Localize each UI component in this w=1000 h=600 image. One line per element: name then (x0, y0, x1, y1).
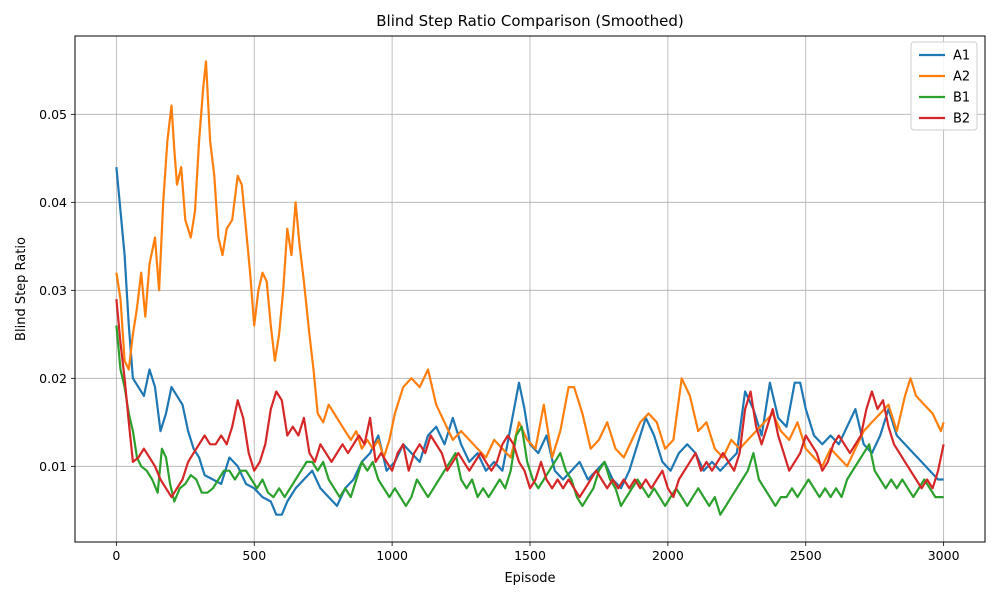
x-axis-title: Episode (504, 571, 555, 586)
legend-label-b2: B2 (953, 112, 970, 127)
x-tick-label: 1500 (514, 548, 546, 563)
y-axis-title: Blind Step Ratio (14, 237, 29, 341)
legend-label-b1: B1 (953, 91, 970, 106)
x-tick-label: 500 (242, 548, 266, 563)
series-line-a1 (115, 166, 944, 516)
legend: A1 A2 B1 B2 (910, 41, 978, 131)
series-line-b1 (115, 325, 944, 516)
y-tick-label: 0.04 (39, 195, 67, 210)
chart-title: Blind Step Ratio Comparison (Smoothed) (376, 12, 684, 30)
x-axis-ticks: 0 500 1000 1500 2000 2500 3000 (112, 542, 960, 563)
x-tick-label: 2000 (652, 548, 684, 563)
series-line-b2 (115, 298, 945, 499)
y-tick-label: 0.05 (39, 107, 67, 122)
legend-label-a1: A1 (953, 49, 970, 64)
legend-box (910, 41, 978, 131)
y-tick-label: 0.02 (39, 371, 67, 386)
y-axis-ticks: 0.01 0.02 0.03 0.04 0.05 (39, 107, 75, 474)
x-tick-label: 3000 (928, 548, 960, 563)
x-tick-label: 0 (112, 548, 120, 563)
legend-label-a2: A2 (953, 70, 970, 85)
x-tick-label: 1000 (376, 548, 408, 563)
x-tick-label: 2500 (790, 548, 822, 563)
y-tick-label: 0.03 (39, 283, 67, 298)
y-tick-label: 0.01 (39, 459, 67, 474)
series-lines (115, 60, 945, 516)
grid-lines (75, 36, 985, 542)
